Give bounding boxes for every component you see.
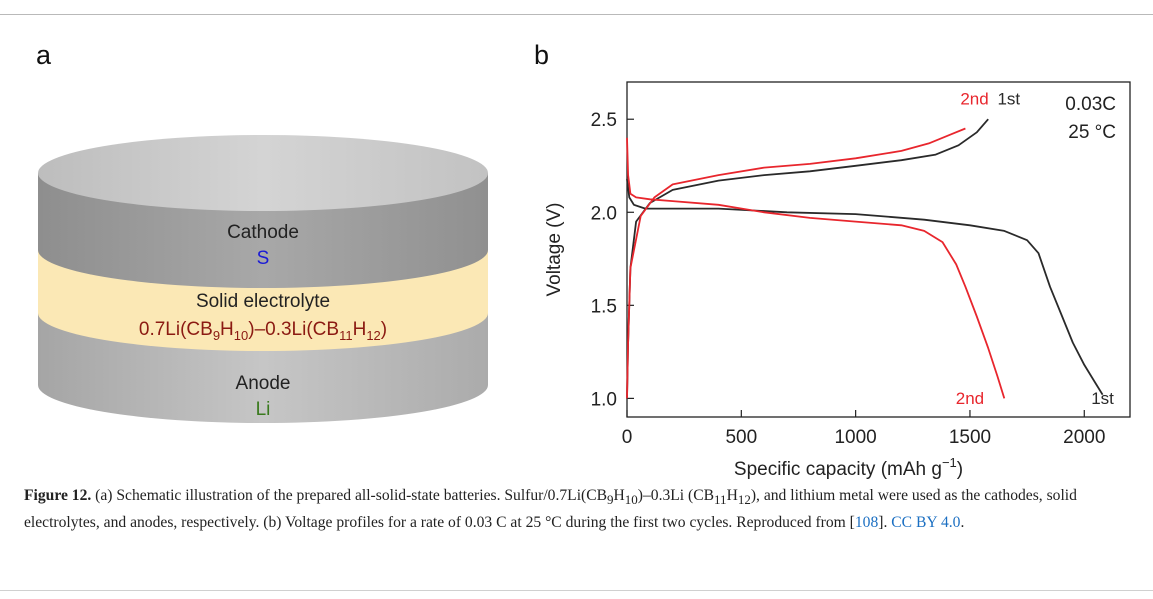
battery-schematic: Cathode S Solid electrolyte 0.7Li(CB9H10… [38, 135, 488, 423]
panel-b-label: b [534, 40, 550, 70]
panel-a-label: a [36, 40, 52, 70]
bottom-rule [0, 590, 1153, 591]
label-1st-discharge: 1st [1091, 389, 1114, 408]
figure-number: Figure 12. [24, 487, 92, 504]
license-link[interactable]: CC BY 4.0 [891, 514, 961, 532]
chart-labels: 2nd 1st 2nd 1st [956, 89, 1114, 408]
x-tick-label: 1500 [949, 427, 991, 448]
rate-annotation: 0.03C [1065, 94, 1116, 115]
x-tick-label: 2000 [1063, 427, 1105, 448]
cathode-label: Cathode [227, 222, 299, 243]
electrolyte-formula: 0.7Li(CB9H10)–0.3Li(CB11H12) [139, 319, 387, 343]
reference-link[interactable]: 108 [854, 514, 879, 532]
y-tick-label: 2.0 [591, 203, 617, 224]
series-1st-discharge-line [626, 178, 1104, 396]
series-lines [626, 118, 1104, 399]
x-tick-label: 500 [725, 427, 757, 448]
label-2nd-charge: 2nd [960, 89, 988, 108]
y-tick-label: 1.0 [591, 389, 617, 410]
plot-frame [626, 81, 1131, 418]
anode-label: Anode [236, 373, 291, 394]
x-axis-label: Specific capacity (mAh g−1) [734, 455, 963, 480]
cathode-material: S [257, 248, 270, 269]
x-tick-label: 0 [622, 427, 633, 448]
electrolyte-label: Solid electrolyte [196, 291, 330, 312]
axis-ticks: 0 500 1000 1500 2000 1.0 1.5 2.0 2.5 [591, 110, 1106, 448]
temperature-annotation: 25 °C [1068, 122, 1116, 143]
figure-caption: Figure 12. (a) Schematic illustration of… [24, 487, 1077, 532]
y-tick-label: 2.5 [591, 110, 617, 131]
top-rule [0, 14, 1153, 15]
series-2nd-charge-line [626, 127, 966, 399]
label-1st-charge: 1st [997, 89, 1020, 108]
y-tick-label: 1.5 [591, 296, 617, 317]
label-2nd-discharge: 2nd [956, 389, 984, 408]
series-2nd-discharge-line [626, 137, 1006, 399]
voltage-chart: 0 500 1000 1500 2000 1.0 1.5 2.0 2.5 2nd 1st 2nd 1s… [544, 81, 1131, 480]
cell-top-face [38, 135, 488, 211]
anode-material: Li [256, 399, 271, 420]
x-tick-label: 1000 [834, 427, 876, 448]
series-1st-charge-line [626, 118, 989, 399]
y-axis-label: Voltage (V) [544, 203, 565, 297]
